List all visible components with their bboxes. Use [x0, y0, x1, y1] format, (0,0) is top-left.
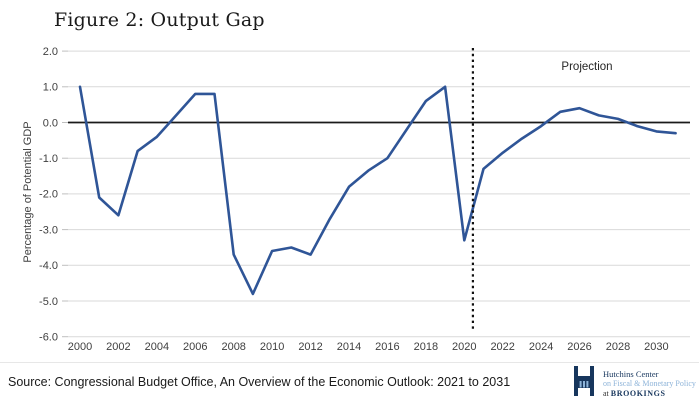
tick-labels-group: 2.0 1.0 0.0 -1.0 -2.0 -3.0 -4.0 -5.0 -6.0 2000 200… [39, 46, 669, 353]
x-tick-label: 2028 [606, 341, 630, 353]
x-tick-label: 2020 [452, 341, 476, 353]
y-tick-label: -2.0 [39, 189, 58, 201]
y-axis-title: Percentage of Potential GDP [22, 121, 34, 262]
x-tick-label: 2010 [260, 341, 284, 353]
logo-brookings-name: BROOKINGS [610, 389, 666, 398]
x-tick-label: 2008 [221, 341, 245, 353]
x-tick-label: 2024 [529, 341, 553, 353]
hutchins-brookings-logo: Hutchins Center on Fiscal & Monetary Pol… [574, 366, 696, 399]
x-tick-label: 2016 [375, 341, 399, 353]
y-tick-label: -5.0 [39, 296, 58, 308]
data-series-group [78, 48, 677, 331]
y-tick-label: 0.0 [43, 117, 58, 129]
footer-divider [0, 362, 699, 363]
x-tick-label: 2022 [490, 341, 514, 353]
x-tick-label: 2004 [145, 341, 169, 353]
figure-title: Figure 2: Output Gap [54, 9, 265, 31]
logo-text-block: Hutchins Center on Fiscal & Monetary Pol… [603, 366, 696, 399]
x-tick-label: 2000 [68, 341, 92, 353]
y-tick-label: -4.0 [39, 260, 58, 272]
gridlines-group [62, 50, 690, 338]
x-tick-label: 2014 [337, 341, 361, 353]
logo-brookings-line: at BROOKINGS [603, 389, 696, 399]
x-tick-label: 2030 [644, 341, 668, 353]
projection-label: Projection [561, 61, 612, 73]
output-gap-chart: Projection Percentage of Potential GDP 2… [22, 46, 690, 353]
x-tick-label: 2026 [567, 341, 591, 353]
hutchins-h-icon [574, 366, 594, 396]
x-tick-label: 2012 [298, 341, 322, 353]
logo-at-prefix: at [603, 389, 609, 398]
output-gap-line [78, 85, 677, 296]
y-tick-label: 2.0 [43, 46, 58, 58]
logo-org-name: Hutchins Center [603, 369, 659, 379]
y-tick-label: -6.0 [39, 332, 58, 344]
x-tick-label: 2018 [414, 341, 438, 353]
y-tick-label: -3.0 [39, 224, 58, 236]
y-tick-label: 1.0 [43, 82, 58, 94]
source-text: Source: Congressional Budget Office, An … [8, 375, 511, 389]
x-tick-label: 2002 [106, 341, 130, 353]
y-tick-label: -1.0 [39, 153, 58, 165]
logo-org-subtitle: on Fiscal & Monetary Policy [603, 379, 696, 388]
x-tick-label: 2006 [183, 341, 207, 353]
